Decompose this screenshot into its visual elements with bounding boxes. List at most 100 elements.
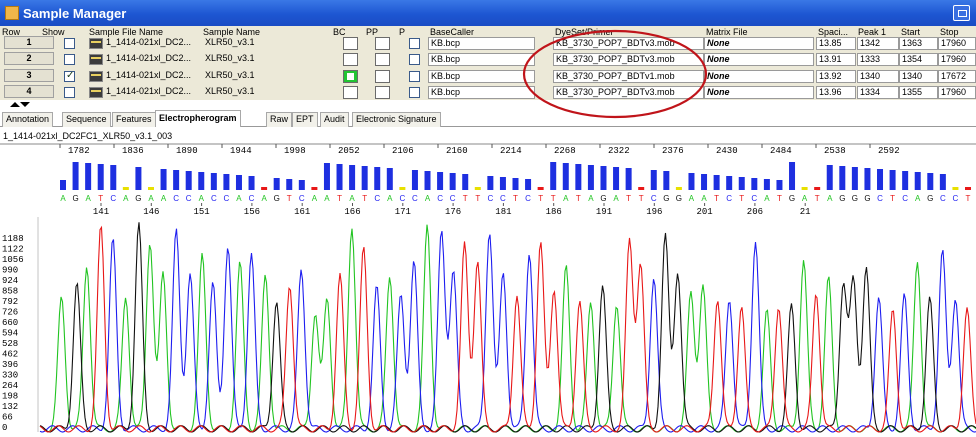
tab-electropherogram[interactable]: Electropherogram [155, 110, 241, 127]
stop-cell[interactable]: 17960 [938, 86, 976, 99]
header-start[interactable]: Start [901, 27, 921, 37]
header-matrix-file[interactable]: Matrix File [706, 27, 748, 37]
qv-bar [902, 171, 909, 190]
spacing-cell[interactable]: 13.92 [816, 70, 856, 83]
header-pp[interactable]: PP [366, 27, 379, 37]
header-p[interactable]: P [399, 27, 406, 37]
pp-checkbox[interactable] [375, 86, 390, 99]
peak1-cell[interactable]: 1342 [857, 37, 899, 50]
trace-G-line [39, 222, 976, 433]
table-row[interactable]: 2 1_1414-021xl_DC2... XLR50_v3.1 KB.bcp KB_3… [0, 51, 976, 66]
row-number[interactable]: 3 [4, 69, 54, 82]
basecaller-cell[interactable]: KB.bcp [428, 70, 535, 83]
header-spacing[interactable]: Spaci... [818, 27, 849, 37]
show-checkbox[interactable] [64, 87, 75, 98]
sample-name-cell[interactable]: XLR50_v3.1 [205, 53, 255, 63]
row-number[interactable]: 2 [4, 52, 54, 65]
show-checkbox[interactable] [64, 70, 75, 82]
stop-cell[interactable]: 17960 [938, 37, 976, 50]
matrix-file-cell[interactable]: None [704, 70, 814, 83]
base-call-label: C [487, 194, 493, 203]
table-row[interactable]: 3 1_1414-021xl_DC2... XLR50_v3.1 KB.bcp KB_3… [0, 68, 976, 83]
sample-file-name-cell[interactable]: 1_1414-021xl_DC2... [106, 70, 192, 80]
basecaller-cell[interactable]: KB.bcp [428, 37, 535, 50]
header-dyeset-primer[interactable]: DyeSet/Primer [555, 27, 614, 37]
bc-checkbox[interactable] [343, 70, 358, 83]
sample-name-cell[interactable]: XLR50_v3.1 [205, 37, 255, 47]
p-checkbox[interactable] [409, 71, 420, 82]
tab-sequence[interactable]: Sequence [62, 112, 111, 127]
header-basecaller[interactable]: BaseCaller [430, 27, 475, 37]
table-row[interactable]: 4 1_1414-021xl_DC2... XLR50_v3.1 KB.bcp KB_3… [0, 84, 976, 99]
qv-bar [336, 164, 343, 190]
matrix-file-cell[interactable]: None [704, 86, 814, 99]
tab-bar: Annotation Sequence Features Electropher… [0, 110, 976, 127]
sample-file-name-cell[interactable]: 1_1414-021xl_DC2... [106, 86, 192, 96]
matrix-file-cell[interactable]: None [704, 53, 814, 66]
pp-checkbox[interactable] [375, 37, 390, 50]
header-show[interactable]: Show [42, 27, 65, 37]
tab-electronic-signature[interactable]: Electronic Signature [352, 112, 441, 127]
header-row[interactable]: Row [2, 27, 21, 37]
header-bc[interactable]: BC [333, 27, 346, 37]
header-peak1[interactable]: Peak 1 [858, 27, 887, 37]
tab-audit[interactable]: Audit [320, 112, 349, 127]
tab-ept[interactable]: EPT [292, 112, 318, 127]
peak1-cell[interactable]: 1334 [857, 86, 899, 99]
peak1-cell[interactable]: 1340 [857, 70, 899, 83]
row-number[interactable]: 1 [4, 36, 54, 49]
show-checkbox[interactable] [64, 38, 75, 49]
dyeset-primer-cell[interactable]: KB_3730_POP7_BDTv3.mob [553, 37, 704, 50]
peak1-cell[interactable]: 1333 [857, 53, 899, 66]
basecaller-cell[interactable]: KB.bcp [428, 53, 535, 66]
p-checkbox[interactable] [409, 54, 420, 65]
base-call-label: G [676, 194, 682, 203]
base-call-label: A [312, 194, 318, 203]
stop-cell[interactable]: 17672 [938, 70, 976, 83]
stop-cell[interactable]: 17960 [938, 53, 976, 66]
sample-file-name-cell[interactable]: 1_1414-021xl_DC2... [106, 53, 192, 63]
p-checkbox[interactable] [409, 87, 420, 98]
start-cell[interactable]: 1340 [899, 70, 938, 83]
matrix-file-cell[interactable]: None [704, 37, 814, 50]
dyeset-primer-cell[interactable]: KB_3730_POP7_BDTv1.mob [553, 70, 704, 83]
qv-bar [273, 178, 280, 190]
bc-checkbox[interactable] [343, 37, 358, 50]
qv-bar [550, 162, 557, 190]
tab-raw[interactable]: Raw [266, 112, 293, 127]
spacing-cell[interactable]: 13.91 [816, 53, 856, 66]
spacing-cell[interactable]: 13.96 [816, 86, 856, 99]
base-call-label: A [261, 194, 267, 203]
header-stop[interactable]: Stop [940, 27, 959, 37]
bc-checkbox[interactable] [343, 53, 358, 66]
row-number[interactable]: 4 [4, 85, 54, 98]
base-call-label: G [927, 194, 933, 203]
start-cell[interactable]: 1363 [899, 37, 938, 50]
header-sample-name[interactable]: Sample Name [203, 27, 261, 37]
qv-bar [864, 168, 871, 190]
sample-name-cell[interactable]: XLR50_v3.1 [205, 86, 255, 96]
table-row[interactable]: 1 1_1414-021xl_DC2... XLR50_v3.1 KB.bcp KB_3… [0, 35, 976, 50]
start-cell[interactable]: 1355 [899, 86, 938, 99]
sample-file-name-cell[interactable]: 1_1414-021xl_DC2... [106, 37, 192, 47]
dyeset-primer-cell[interactable]: KB_3730_POP7_BDTv3.mob [553, 86, 704, 99]
show-checkbox[interactable] [64, 54, 75, 65]
qv-bar [261, 187, 268, 190]
sample-file-icon [89, 54, 103, 65]
basecaller-cell[interactable]: KB.bcp [428, 86, 535, 99]
tab-annotation[interactable]: Annotation [2, 112, 54, 127]
base-call-label: G [663, 194, 669, 203]
base-call-label: T [639, 194, 644, 203]
bc-checkbox[interactable] [343, 86, 358, 99]
dyeset-primer-cell[interactable]: KB_3730_POP7_BDTv3.mob [553, 53, 704, 66]
minimize-button[interactable] [953, 5, 970, 21]
sample-name-cell[interactable]: XLR50_v3.1 [205, 70, 255, 80]
spacing-cell[interactable]: 13.85 [816, 37, 856, 50]
tab-features[interactable]: Features [112, 112, 156, 127]
header-sample-file-name[interactable]: Sample File Name [89, 27, 164, 37]
pp-checkbox[interactable] [375, 70, 390, 83]
pp-checkbox[interactable] [375, 53, 390, 66]
p-checkbox[interactable] [409, 38, 420, 49]
splitter-toggle-icon[interactable] [10, 101, 30, 108]
start-cell[interactable]: 1354 [899, 53, 938, 66]
